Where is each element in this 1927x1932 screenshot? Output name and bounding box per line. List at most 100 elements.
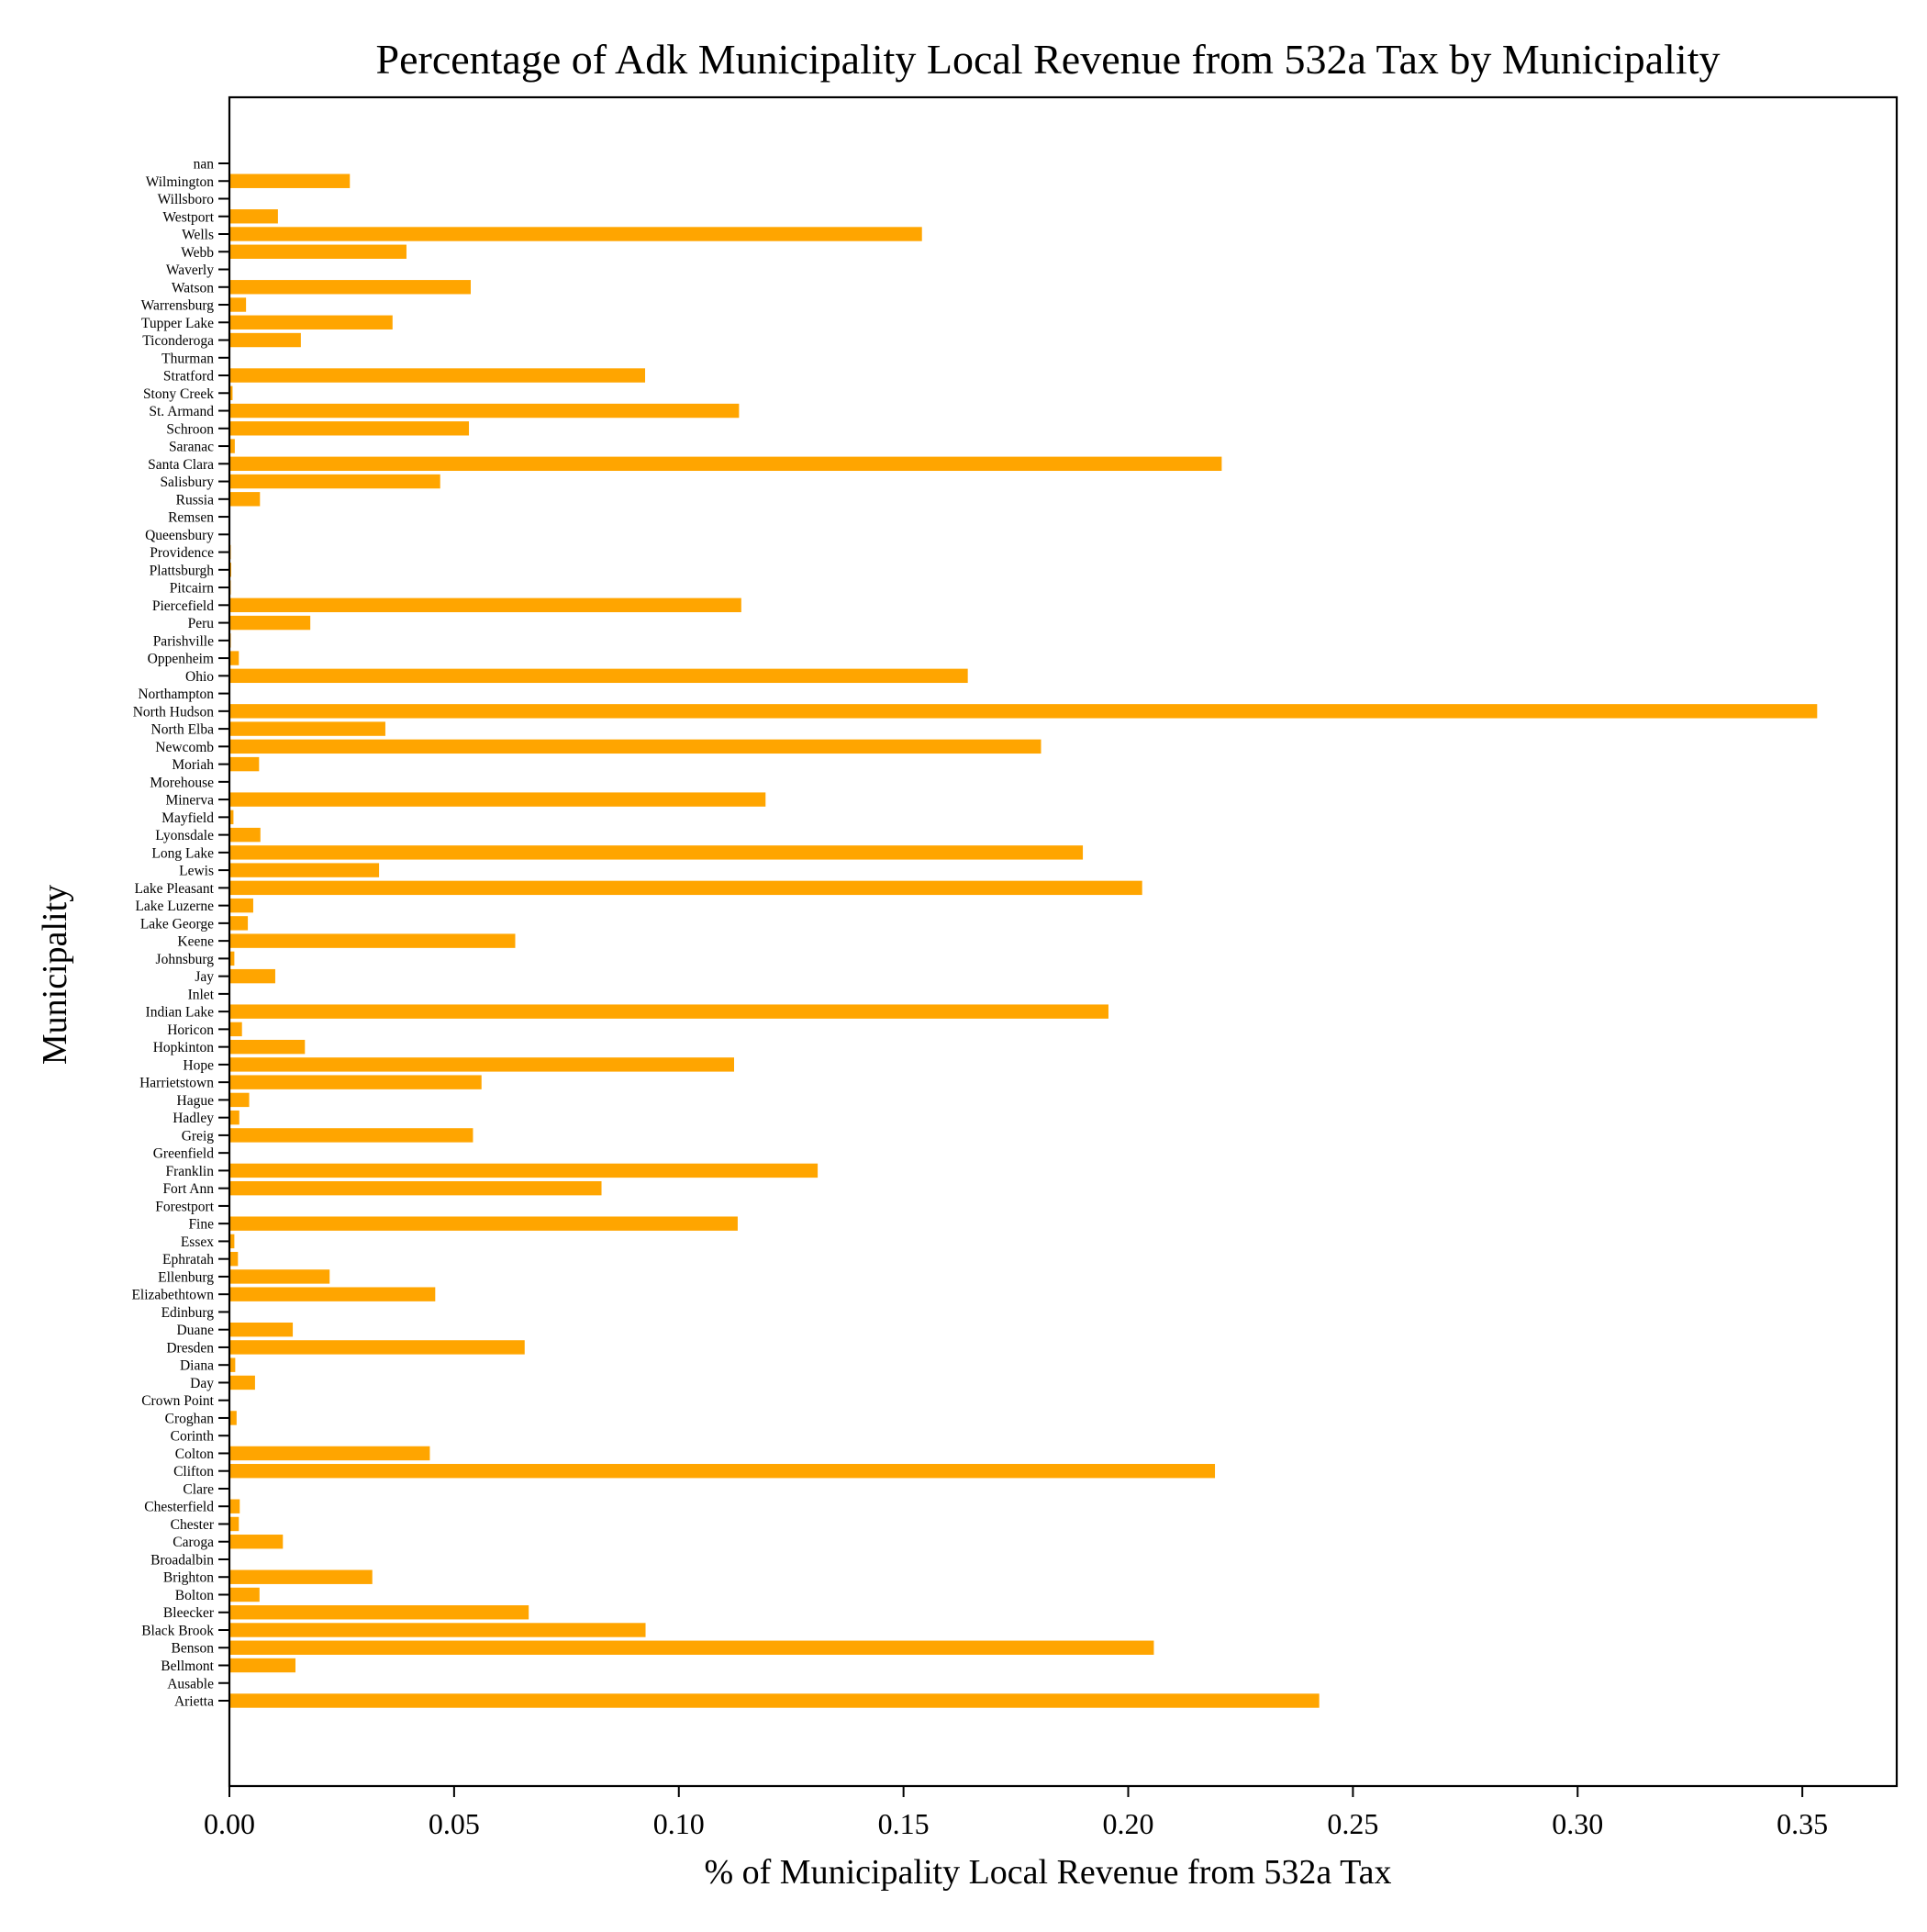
bar bbox=[229, 1234, 235, 1249]
y-tick-label: Pitcairn bbox=[170, 581, 214, 597]
y-tick-label: Piercefield bbox=[152, 598, 214, 614]
y-tick-label: Plattsburgh bbox=[150, 563, 215, 578]
y-tick-label: Lyonsdale bbox=[155, 828, 214, 843]
y-tick-label: North Hudson bbox=[133, 704, 215, 720]
y-tick-label: Greig bbox=[182, 1128, 215, 1144]
bar bbox=[229, 332, 301, 348]
bar bbox=[229, 315, 393, 329]
bars-layer bbox=[229, 173, 1818, 1708]
y-tick-label: Elizabethtown bbox=[131, 1288, 214, 1303]
y-tick-label: Broadalbin bbox=[150, 1552, 214, 1568]
x-tick-label: 0.20 bbox=[1103, 1807, 1154, 1840]
bar bbox=[229, 421, 470, 436]
bar bbox=[229, 1075, 482, 1089]
x-tick-label: 0.00 bbox=[204, 1807, 255, 1840]
y-tick-label: Minerva bbox=[165, 793, 214, 809]
bar bbox=[229, 474, 440, 489]
bar bbox=[229, 1092, 250, 1108]
y-tick-label: Lake Pleasant bbox=[134, 881, 214, 897]
y-tick-label: Indian Lake bbox=[146, 1005, 215, 1021]
y-tick-label: Morehouse bbox=[150, 775, 214, 790]
y-tick-label: Peru bbox=[188, 616, 215, 631]
y-tick-label: Keene bbox=[177, 934, 214, 950]
y-tick-label: Parishville bbox=[153, 633, 214, 649]
bar bbox=[229, 1516, 239, 1532]
y-tick-label: Clare bbox=[183, 1481, 214, 1497]
bar bbox=[229, 651, 239, 665]
y-tick-label: Corinth bbox=[171, 1429, 215, 1445]
plot-area-frame bbox=[228, 95, 1899, 1788]
bar bbox=[229, 1128, 473, 1143]
bar bbox=[229, 1693, 1320, 1708]
bar bbox=[229, 1022, 242, 1037]
x-tick-label: 0.15 bbox=[878, 1807, 930, 1840]
bar bbox=[229, 968, 275, 984]
y-tick-label: Moriah bbox=[172, 757, 214, 773]
y-tick-label: North Elba bbox=[151, 722, 215, 738]
y-tick-label: Lewis bbox=[179, 864, 214, 879]
bar bbox=[229, 1287, 436, 1301]
y-tick-label: Warrensburg bbox=[141, 298, 215, 314]
y-tick-label: Caroga bbox=[173, 1535, 214, 1550]
y-tick-label: Waverly bbox=[166, 262, 214, 278]
bar bbox=[229, 297, 247, 312]
y-tick-label: Johnsburg bbox=[156, 952, 215, 967]
bar bbox=[229, 827, 261, 843]
bar bbox=[229, 173, 351, 188]
y-tick-label: Benson bbox=[172, 1641, 215, 1657]
bar bbox=[229, 739, 1041, 754]
bar bbox=[229, 1587, 260, 1603]
y-tick-label: Oppenheim bbox=[148, 652, 214, 667]
bar bbox=[229, 704, 1818, 719]
x-tick-label: 0.25 bbox=[1327, 1807, 1378, 1840]
bar bbox=[229, 863, 380, 877]
bar bbox=[229, 1004, 1108, 1019]
bar bbox=[229, 597, 741, 613]
y-tick-label: Ellenburg bbox=[158, 1269, 214, 1285]
y-tick-label: Croghan bbox=[165, 1411, 215, 1426]
bar bbox=[229, 1357, 236, 1372]
y-tick-label: Horicon bbox=[167, 1022, 214, 1038]
y-tick-label: Bellmont bbox=[161, 1658, 214, 1674]
y-tick-label: Ohio bbox=[185, 669, 214, 685]
bar bbox=[229, 898, 253, 913]
y-tick-label: Salisbury bbox=[160, 475, 214, 490]
y-tick-label: Greenfield bbox=[153, 1146, 215, 1162]
y-tick-label: Colton bbox=[175, 1446, 214, 1462]
y-tick-label: Bleecker bbox=[163, 1605, 215, 1621]
x-tick-label: 0.30 bbox=[1552, 1807, 1603, 1840]
bar bbox=[229, 1446, 430, 1461]
bar bbox=[229, 280, 471, 295]
y-tick-label: Lake Luzerne bbox=[135, 899, 214, 914]
bar bbox=[229, 668, 968, 684]
x-tick-label: 0.35 bbox=[1777, 1807, 1828, 1840]
bar bbox=[229, 1322, 294, 1337]
bar bbox=[229, 1216, 738, 1231]
y-tick-label: Queensbury bbox=[145, 528, 214, 543]
bar bbox=[229, 227, 922, 241]
y-tick-label: Fort Ann bbox=[162, 1181, 214, 1197]
y-tick-label: Providence bbox=[150, 545, 214, 561]
y-tick-label: Lake George bbox=[140, 916, 214, 932]
y-tick-label: Mayfield bbox=[162, 810, 214, 826]
bar bbox=[229, 368, 646, 383]
y-tick-label: Northampton bbox=[138, 687, 214, 702]
bar bbox=[229, 845, 1084, 860]
x-tick-label: 0.10 bbox=[653, 1807, 705, 1840]
y-tick-label: Hadley bbox=[173, 1111, 214, 1126]
y-tick-label: Chesterfield bbox=[144, 1500, 214, 1515]
bar bbox=[229, 1057, 734, 1072]
y-tick-label: Brighton bbox=[163, 1570, 214, 1586]
y-tick-label: Wilmington bbox=[146, 174, 215, 190]
y-tick-label: nan bbox=[194, 157, 215, 173]
bar bbox=[229, 721, 385, 736]
y-tick-label: Saranac bbox=[169, 440, 214, 455]
y-tick-label: Fine bbox=[188, 1217, 214, 1233]
y-tick-label: Jay bbox=[195, 969, 214, 985]
y-tick-label: Duane bbox=[177, 1323, 215, 1338]
y-tick-label: Ausable bbox=[167, 1676, 214, 1692]
x-tick-label: 0.05 bbox=[429, 1807, 480, 1840]
bar bbox=[229, 209, 278, 224]
bar bbox=[229, 933, 516, 948]
y-tick-label: Arietta bbox=[174, 1694, 214, 1710]
